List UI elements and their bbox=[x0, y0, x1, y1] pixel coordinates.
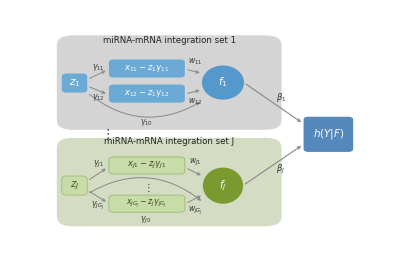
Text: $\gamma_{J0}$: $\gamma_{J0}$ bbox=[140, 215, 152, 226]
FancyBboxPatch shape bbox=[109, 85, 185, 103]
Text: $x_{11}-z_1\gamma_{11}$: $x_{11}-z_1\gamma_{11}$ bbox=[124, 63, 169, 74]
FancyBboxPatch shape bbox=[62, 74, 87, 93]
Text: $w_{11}$: $w_{11}$ bbox=[188, 57, 202, 67]
Text: $x_{12}-z_1\gamma_{12}$: $x_{12}-z_1\gamma_{12}$ bbox=[124, 88, 170, 99]
FancyBboxPatch shape bbox=[109, 195, 185, 212]
Text: $w_{12}$: $w_{12}$ bbox=[188, 96, 202, 106]
Text: $f_1$: $f_1$ bbox=[218, 76, 228, 90]
Text: $\gamma_{11}$: $\gamma_{11}$ bbox=[92, 62, 104, 73]
Text: $f_J$: $f_J$ bbox=[219, 179, 227, 193]
FancyBboxPatch shape bbox=[62, 176, 87, 195]
Text: miRNA-mRNA integration set J: miRNA-mRNA integration set J bbox=[104, 137, 234, 146]
Text: $\gamma_{JG_J}$: $\gamma_{JG_J}$ bbox=[90, 199, 104, 212]
FancyBboxPatch shape bbox=[304, 117, 353, 152]
FancyBboxPatch shape bbox=[57, 138, 282, 226]
FancyBboxPatch shape bbox=[109, 60, 185, 78]
Text: $w_{J1}$: $w_{J1}$ bbox=[189, 157, 202, 168]
Text: miRNA-mRNA integration set 1: miRNA-mRNA integration set 1 bbox=[103, 36, 236, 45]
Text: $\gamma_{J1}$: $\gamma_{J1}$ bbox=[92, 159, 104, 170]
Text: $x_{J1}-z_J\gamma_{J1}$: $x_{J1}-z_J\gamma_{J1}$ bbox=[127, 160, 166, 171]
Text: $z_J$: $z_J$ bbox=[70, 180, 79, 192]
Text: $\vdots$: $\vdots$ bbox=[101, 127, 110, 141]
Text: $z_1$: $z_1$ bbox=[69, 77, 80, 89]
Text: $h(Y|F)$: $h(Y|F)$ bbox=[313, 127, 344, 141]
Text: $x_{JG_J}-z_J\gamma_{JG_J}$: $x_{JG_J}-z_J\gamma_{JG_J}$ bbox=[126, 198, 167, 210]
Text: $\gamma_{10}$: $\gamma_{10}$ bbox=[140, 117, 153, 128]
FancyBboxPatch shape bbox=[109, 157, 185, 174]
Text: $\beta_J$: $\beta_J$ bbox=[276, 162, 285, 176]
Text: $\beta_1$: $\beta_1$ bbox=[276, 91, 286, 104]
Text: $\vdots$: $\vdots$ bbox=[143, 181, 150, 194]
Ellipse shape bbox=[202, 66, 244, 100]
Text: $\gamma_{12}$: $\gamma_{12}$ bbox=[92, 92, 104, 103]
FancyBboxPatch shape bbox=[57, 35, 282, 130]
Text: $w_{JG_J}$: $w_{JG_J}$ bbox=[188, 205, 203, 217]
Ellipse shape bbox=[203, 168, 243, 204]
